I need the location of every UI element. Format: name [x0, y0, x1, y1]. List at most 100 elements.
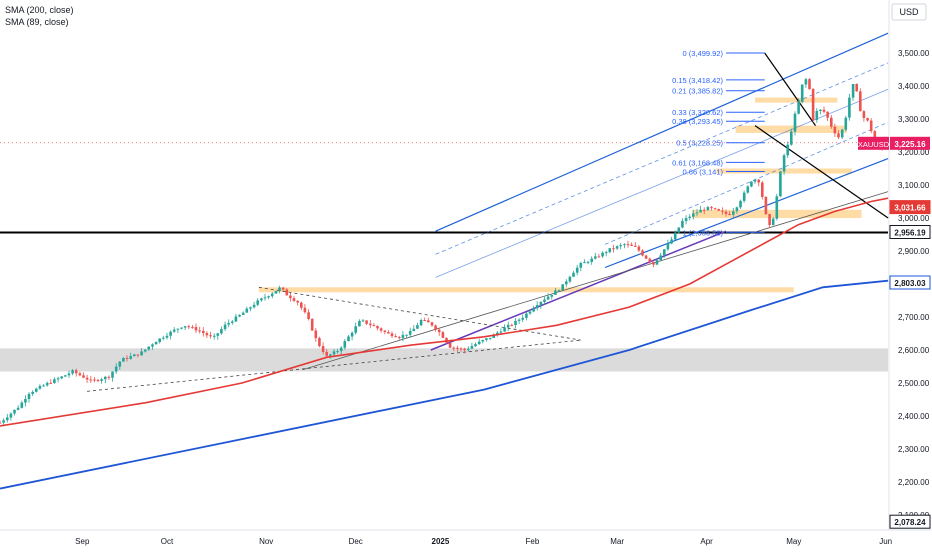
sma-89-line [0, 197, 889, 427]
candle-body [78, 373, 82, 376]
y-tick-label: 2,900.00 [898, 247, 930, 256]
candle-body [303, 307, 307, 313]
candle-body [336, 351, 339, 353]
candle-body [56, 378, 60, 380]
candle-body [670, 239, 673, 244]
candle-body [539, 302, 543, 306]
currency-button[interactable] [891, 3, 927, 21]
candle-body [194, 327, 198, 331]
dashed-triangle-upper [258, 286, 581, 341]
candle-body [514, 320, 517, 325]
candle-body [623, 244, 626, 246]
candle-body [728, 214, 731, 215]
candle-body [652, 262, 655, 265]
candle-body [543, 299, 546, 302]
candle-body [521, 317, 524, 320]
candle-body [441, 332, 445, 338]
candle-body [296, 300, 299, 303]
time-axis[interactable]: Sep Oct Nov Dec 2025 Feb Mar Apr May Jun [75, 537, 892, 546]
candle-body [64, 375, 67, 377]
candle-body [143, 349, 147, 352]
candle-body [16, 407, 20, 410]
candle-body [619, 245, 622, 247]
candle-body [535, 305, 539, 309]
candle-body [165, 335, 169, 338]
candle-body [601, 252, 604, 257]
candle-body [761, 182, 764, 197]
candle-body [826, 111, 829, 118]
candle-body [379, 328, 383, 331]
candle-body [252, 304, 256, 308]
candle-body [114, 366, 118, 372]
symbol-tag-box [858, 136, 889, 150]
y-tick-label: 2,500.00 [898, 379, 930, 388]
candle-body [343, 341, 347, 348]
candle-body [202, 330, 205, 334]
candle-body [528, 311, 532, 314]
candle-body [481, 340, 485, 342]
candle-body [485, 338, 488, 340]
candle-body [786, 144, 789, 156]
candle-body [684, 218, 688, 221]
fib-level-label: 0 (3,499.92) [683, 49, 724, 58]
candle-body [347, 336, 350, 342]
candle-body [234, 316, 238, 322]
y-tick-label: 2,700.00 [898, 313, 930, 322]
candle-body [245, 308, 249, 313]
candle-body [811, 89, 815, 120]
candle-body [60, 376, 63, 379]
price-tags: 3,031.66 2,956.19 2,803.03 2,078.24 XAUUSD 3,… [858, 136, 931, 529]
purple-trendline [430, 230, 727, 351]
candle-body [13, 409, 16, 414]
y-tick-label: 3,400.00 [898, 82, 930, 91]
candle-body [387, 332, 390, 334]
candle-body [673, 232, 677, 240]
candle-body [289, 295, 292, 299]
candle-body [38, 386, 42, 389]
candle-body [612, 248, 615, 250]
candle-body [597, 256, 601, 258]
candle-body [329, 354, 332, 356]
candle-body [35, 388, 38, 392]
candle-body [782, 155, 786, 172]
candle-body [383, 330, 387, 332]
fib-level-label: 0.21 (3,385.82) [672, 87, 723, 96]
candle-body [187, 326, 191, 328]
candle-body [848, 97, 851, 118]
candle-body [158, 338, 161, 342]
candle-body [859, 91, 862, 112]
candle-body [227, 322, 230, 325]
candle-body [634, 245, 637, 247]
candle-body [477, 341, 481, 345]
candle-body [365, 320, 368, 324]
candle-body [408, 331, 412, 335]
x-tick-label: Jun [879, 537, 892, 546]
y-tick-label: 3,000.00 [898, 214, 930, 223]
candle-body [223, 324, 227, 330]
candle-body [263, 297, 267, 299]
candle-body [840, 129, 844, 138]
candle-body [790, 131, 793, 145]
legend-sma200: SMA (200, close) [5, 5, 74, 15]
candle-body [0, 422, 2, 424]
candle-body [427, 320, 430, 323]
candle-body [434, 325, 437, 330]
fib-level-label: 0.38 (3,293.45) [672, 117, 723, 126]
candle-body [586, 261, 590, 263]
candle-body [699, 209, 702, 213]
candle-body [575, 267, 579, 273]
candle-body [6, 417, 9, 421]
x-tick-label: Apr [700, 537, 713, 546]
y-tick-label: 2,200.00 [898, 478, 930, 487]
candle-body [750, 181, 753, 187]
candle-body [630, 244, 633, 246]
candle-body [172, 329, 176, 332]
candle-body [706, 207, 710, 211]
candle-body [721, 210, 724, 212]
candle-body [855, 84, 858, 92]
candle-body [681, 220, 684, 228]
candle-body [96, 380, 100, 381]
price-tag-label: 3,031.66 [894, 204, 926, 213]
candle-body [198, 330, 201, 332]
